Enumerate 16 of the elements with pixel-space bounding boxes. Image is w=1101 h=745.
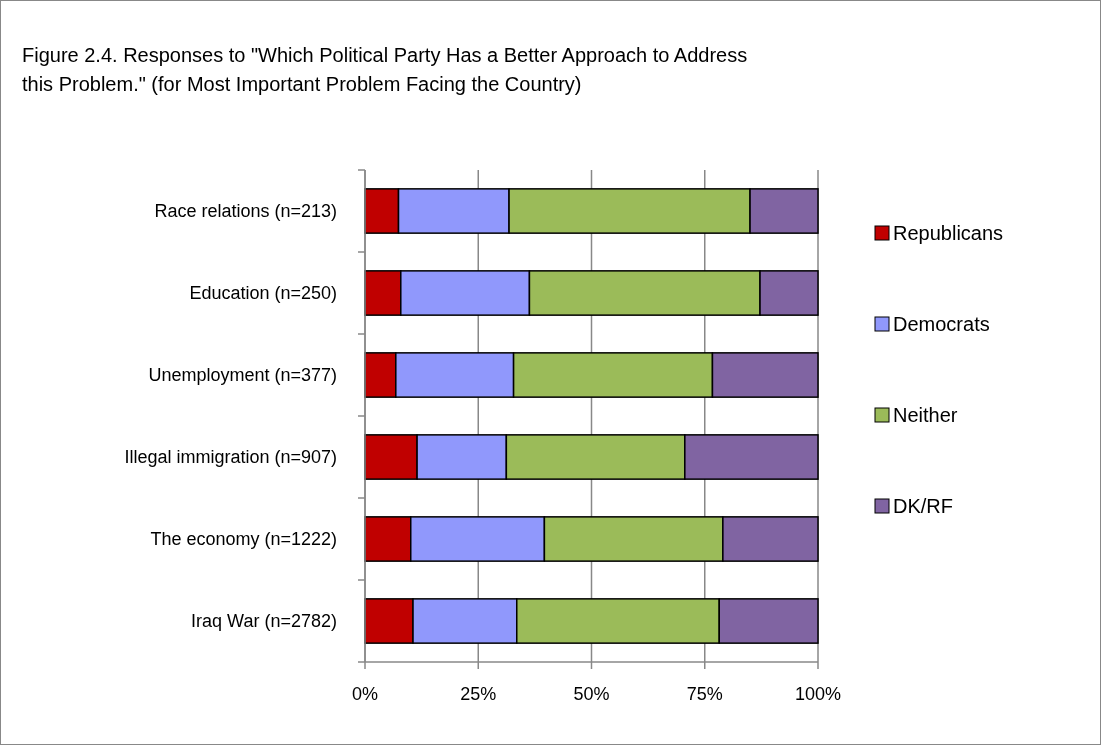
legend-label: Democrats [893,313,990,335]
x-tick-label: 50% [573,684,610,704]
x-tick-label: 75% [686,684,723,704]
y-tick-label: Education (n=250) [189,283,337,304]
x-tick-label: 25% [460,684,497,704]
x-tick-label: 0% [351,684,379,704]
chart-title: Figure 2.4. Responses to "Which Political Party Has a Better Approach to Address this Problem." (for Most Important Problem Facing the Country) [22,44,748,95]
y-tick-label: Race relations (n=213) [154,201,337,222]
x-tick-label: 100% [794,684,842,704]
legend-label: Republicans [893,222,1004,244]
y-tick-label: The economy (n=1222) [150,529,337,550]
y-tick-label: Illegal immigration (n=907) [124,447,337,468]
y-tick-label: Iraq War (n=2782) [191,611,337,632]
y-tick-label: Unemployment (n=377) [148,365,337,386]
legend-label: Neither [893,404,958,426]
legend-label: DK/RF [893,495,953,517]
